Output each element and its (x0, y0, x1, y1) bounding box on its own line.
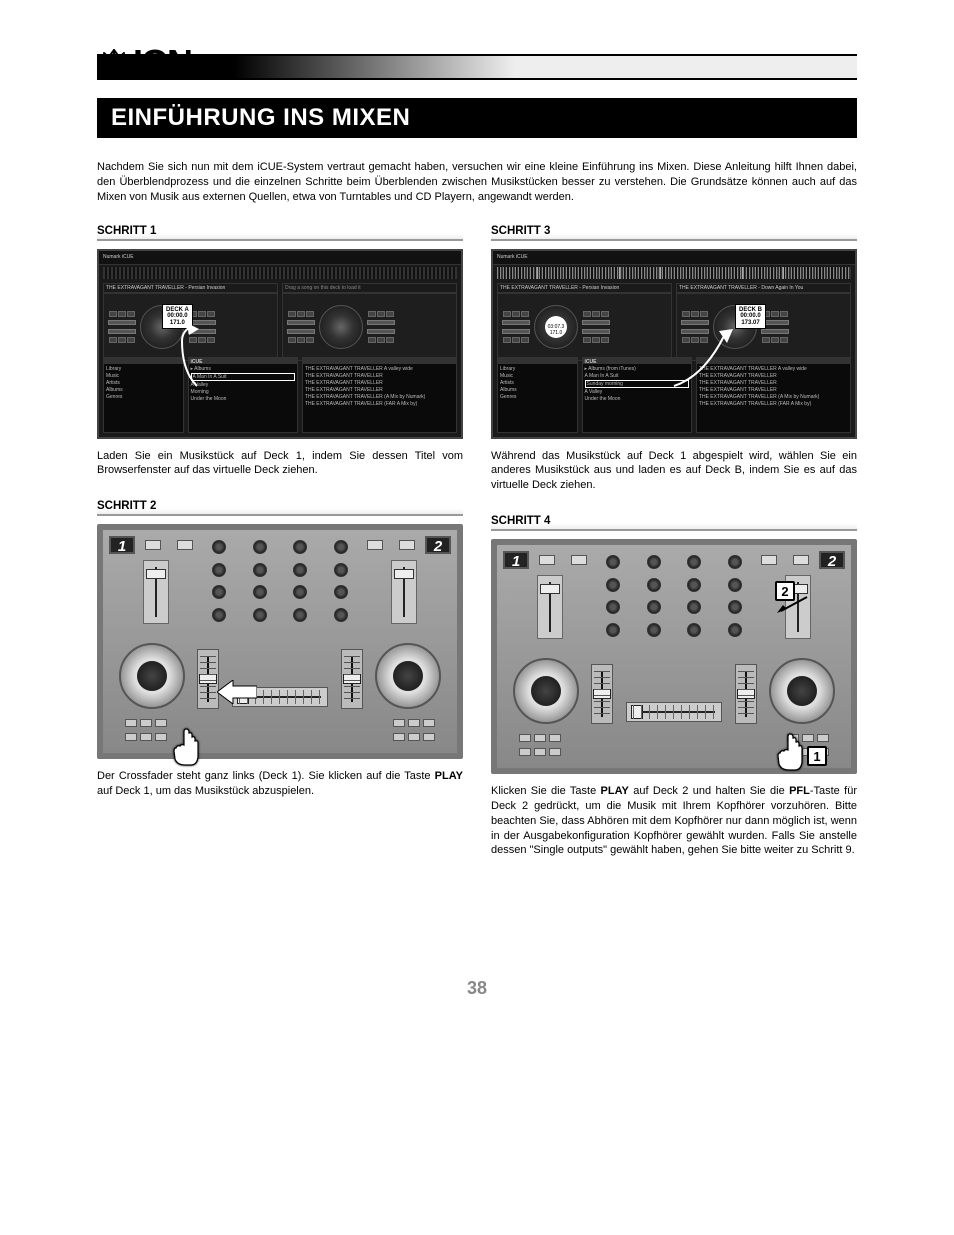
step2-caption: Der Crossfader steht ganz links (Deck 1)… (97, 769, 463, 799)
step3-figure: Numark iCUE THE EXTRAVAGANT TRAVELLER - … (491, 249, 857, 439)
virtual-deck-a: 03:07.3171.0 (534, 305, 578, 349)
page-number: 38 (0, 978, 954, 999)
track-b-title: THE EXTRAVAGANT TRAVELLER - Down Again I… (676, 283, 851, 293)
page-title: EINFÜHRUNG INS MIXEN (97, 98, 857, 138)
deck-app-label: Numark iCUE (497, 254, 528, 260)
brand-logo: ION (99, 40, 195, 86)
step4-figure: 1 2 (491, 539, 857, 774)
callout-2: 2 (775, 581, 795, 601)
deck-b-badge: DECK B 00:00.0 173.07 (735, 304, 766, 330)
deck1-label: 1 (109, 536, 135, 554)
jog-wheel-right (375, 643, 441, 709)
eq-knob-grid (597, 553, 751, 639)
step2-figure: 1 2 (97, 524, 463, 759)
track-a-title: THE EXTRAVAGANT TRAVELLER - Persian Inva… (103, 283, 278, 293)
step4-caption: Klicken Sie die Taste PLAY auf Deck 2 un… (491, 784, 857, 858)
arrow-left-icon (217, 680, 257, 709)
waveform (497, 267, 851, 279)
eq-knob-grid (203, 538, 357, 624)
logo-text: ION (133, 42, 191, 84)
deck2-label: 2 (819, 551, 845, 569)
step1-caption: Laden Sie ein Musikstück auf Deck 1, ind… (97, 449, 463, 479)
jog-wheel-right (769, 658, 835, 724)
snowflake-icon (99, 48, 129, 78)
deck1-label: 1 (503, 551, 529, 569)
browser-header (104, 358, 183, 364)
intro-text: Nachdem Sie sich nun mit dem iCUE-System… (97, 160, 857, 205)
step4-title: SCHRITT 4 (491, 515, 857, 531)
header-bar: ION (97, 32, 857, 80)
track-a-title: THE EXTRAVAGANT TRAVELLER - Persian Inva… (497, 283, 672, 293)
jog-wheel-left (513, 658, 579, 724)
jog-wheel-left (119, 643, 185, 709)
callout-1: 1 (807, 746, 827, 766)
deck-app-label: Numark iCUE (103, 254, 134, 260)
waveform (103, 267, 457, 279)
step1-title: SCHRITT 1 (97, 225, 463, 241)
deck2-label: 2 (425, 536, 451, 554)
hand-pointer-icon (173, 727, 203, 767)
drag-hint: Drag a song on this deck to load it (282, 283, 457, 293)
header-gradient (97, 54, 857, 80)
crossfader (626, 702, 722, 722)
virtual-deck-b (319, 305, 363, 349)
hand-pointer-icon (777, 732, 807, 772)
step3-caption: Während das Musikstück auf Deck 1 abgesp… (491, 449, 857, 494)
drag-arrow-icon (177, 321, 217, 391)
step3-title: SCHRITT 3 (491, 225, 857, 241)
drag-arrow-icon (669, 321, 739, 391)
step1-figure: Numark iCUE THE EXTRAVAGANT TRAVELLER - … (97, 249, 463, 439)
step2-title: SCHRITT 2 (97, 500, 463, 516)
